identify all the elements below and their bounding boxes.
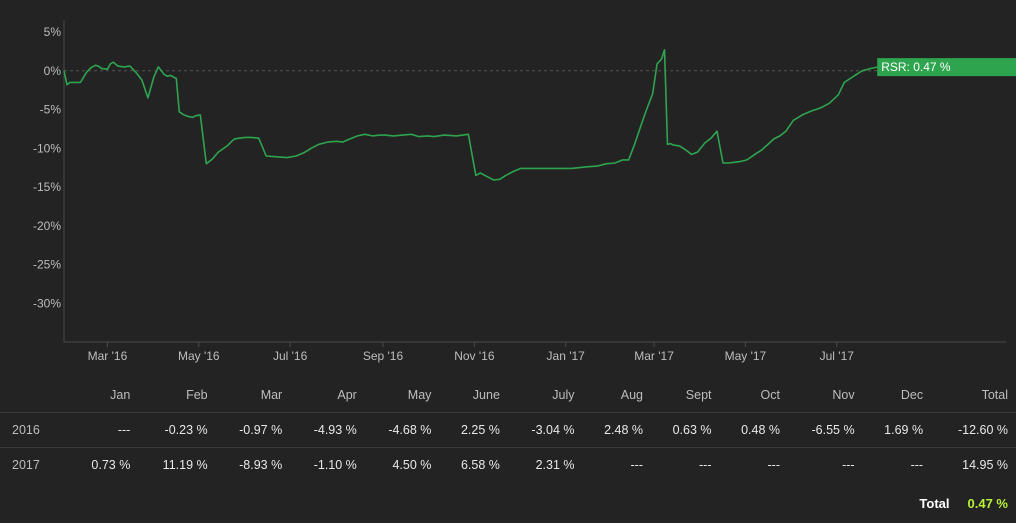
return-cell: -3.04 % [507,412,583,448]
return-cell: 2.25 % [439,412,508,448]
return-cell: -0.97 % [215,412,291,448]
header-aug: Aug [620,388,643,402]
return-cell: 2.31 % [507,447,583,482]
rsr-flag-label: RSR: 0.47 % [881,60,951,74]
x-tick-label: Mar '16 [88,349,128,363]
grand-total-label: Total [919,495,950,511]
rsr-flag [877,58,1016,77]
x-tick-label: May '16 [178,349,220,363]
return-cell: 1.69 % [862,412,932,448]
year-cell: 2016 [0,412,70,448]
return-cell: -0.23 % [138,412,216,448]
x-tick-label: Jan '17 [547,349,586,363]
return-cell: --- [719,447,788,482]
header-apr: Apr [337,388,357,402]
table-row: 2016 --- -0.23 % -0.97 % -4.93 % -4.68 % 2.25 … [0,412,1016,448]
x-tick-label: Jul '17 [820,349,855,363]
y-tick-label: -15% [33,180,61,194]
y-tick-label: 0% [44,64,62,78]
year-cell: 2017 [0,447,70,482]
return-cell: 0.48 % [719,412,788,448]
y-tick-label: -25% [33,258,61,272]
table-row: 2017 0.73 % 11.19 % -8.93 % -1.10 % 4.50 % 6.5… [0,447,1016,482]
return-cell: -6.55 % [788,412,863,448]
header-june: June [472,388,500,402]
series-line [63,48,878,181]
return-cell: -4.93 % [290,412,365,448]
header-nov: Nov [832,388,855,402]
y-tick-label: -5% [40,103,62,117]
x-tick-label: Sep '16 [363,349,404,363]
return-cell: 0.63 % [651,412,720,448]
header-blank [0,378,70,413]
monthly-returns-table: Jan Feb Mar Apr May June July Aug Sept Oct Nov Dec T… [0,378,1016,482]
grand-total: Total 0.47 % [919,488,1008,518]
table-header-row: Jan Feb Mar Apr May June July Aug Sept Oct Nov Dec T… [0,378,1016,413]
return-cell: -1.10 % [290,447,365,482]
header-may: May [407,388,432,402]
x-tick-label: Jul '16 [273,349,308,363]
header-oct: Oct [760,388,780,402]
grand-total-value: 0.47 % [967,495,1008,511]
return-cell: 4.50 % [364,447,440,482]
header-sept: Sept [685,388,712,402]
return-cell: --- [651,447,720,482]
return-cell: --- [69,412,139,448]
return-cell: 0.73 % [69,447,139,482]
return-cell: --- [788,447,863,482]
return-cell: 11.19 % [138,447,216,482]
row-total-cell: -12.60 % [931,412,1016,448]
row-total-cell: 14.95 % [931,447,1016,482]
x-tick-label: May '17 [725,349,767,363]
return-cell: --- [582,447,651,482]
header-july: July [552,388,575,402]
header-dec: Dec [900,388,924,402]
y-tick-label: -10% [33,141,61,155]
header-mar: Mar [260,388,283,402]
return-cell: -8.93 % [215,447,291,482]
header-jan: Jan [110,388,131,402]
y-tick-label: -20% [33,219,61,233]
x-tick-label: Nov '16 [454,349,495,363]
x-tick-label: Mar '17 [634,349,674,363]
y-tick-label: -30% [33,296,61,310]
performance-line-chart: 5% 0% -5% -10% -15% -20% -25% -30% Mar '16 May '1… [33,20,1016,363]
return-cell: --- [862,447,932,482]
header-feb: Feb [186,388,208,402]
return-cell: 6.58 % [439,447,508,482]
header-total: Total [981,388,1008,402]
return-cell: 2.48 % [582,412,651,448]
return-cell: -4.68 % [364,412,440,448]
y-tick-label: 5% [44,25,62,39]
